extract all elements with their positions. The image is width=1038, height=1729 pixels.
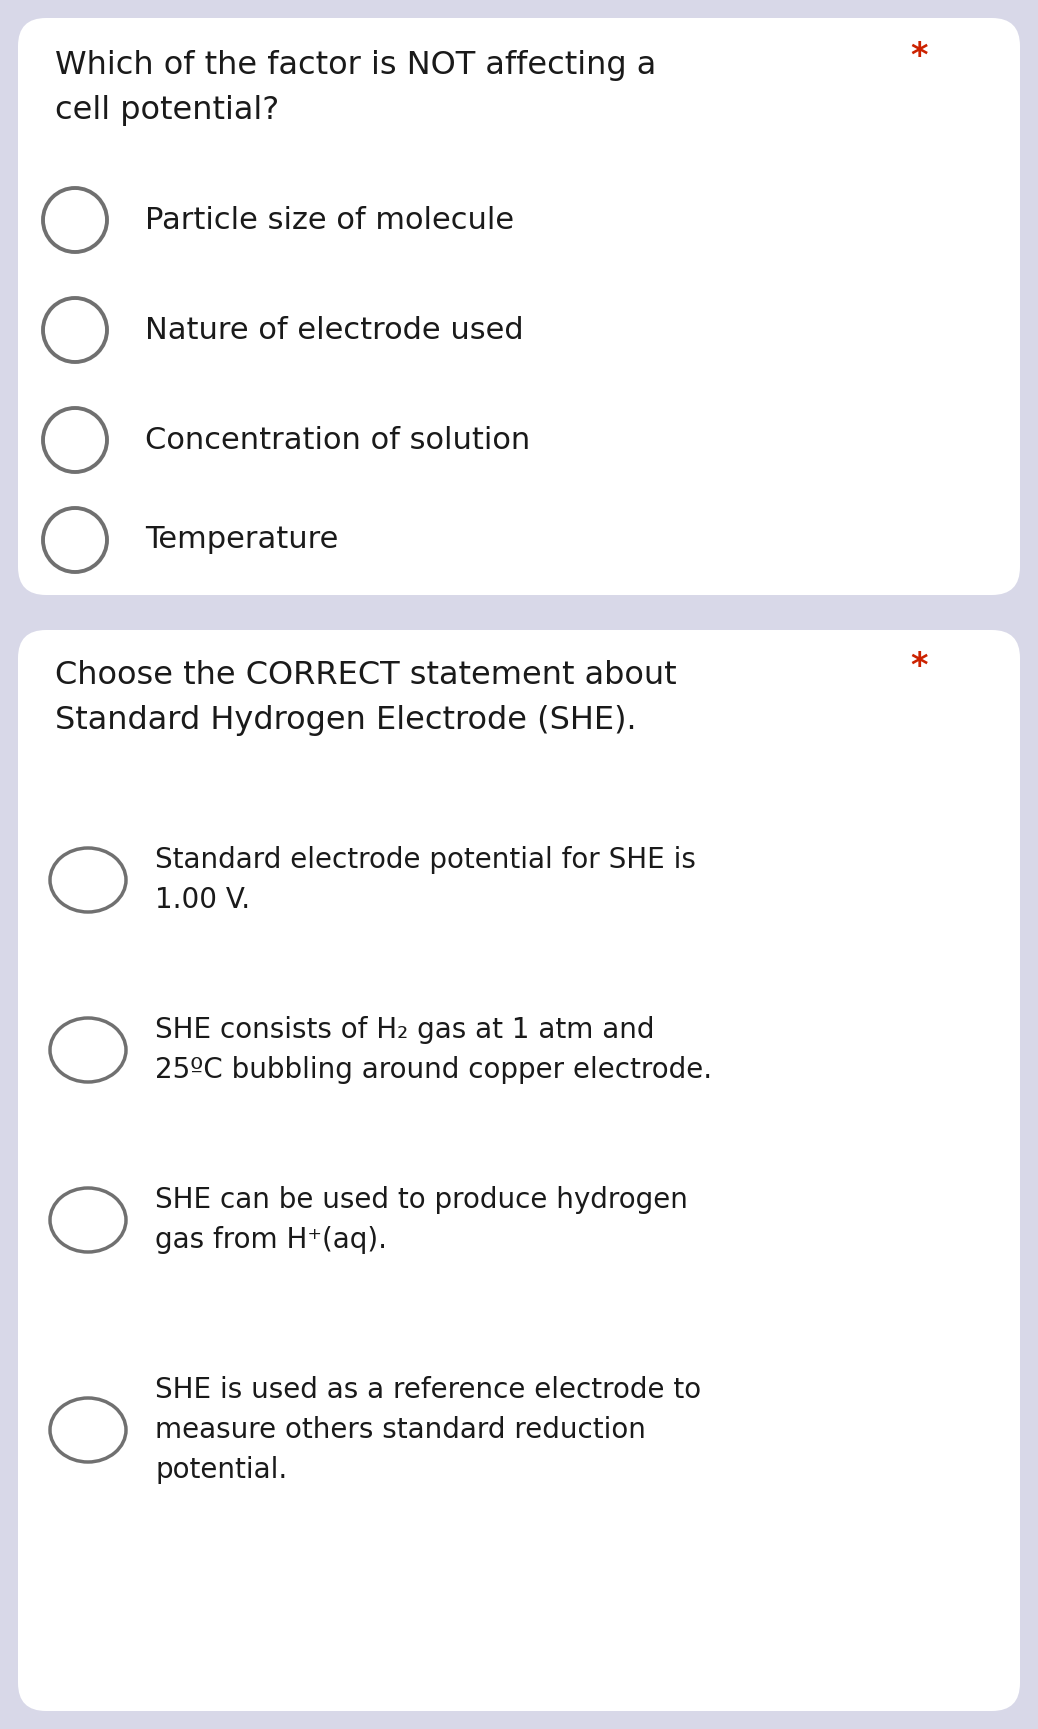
Ellipse shape	[43, 408, 107, 472]
Text: Temperature: Temperature	[145, 526, 338, 555]
FancyBboxPatch shape	[18, 17, 1020, 595]
Text: Concentration of solution: Concentration of solution	[145, 425, 530, 455]
Ellipse shape	[50, 1399, 126, 1463]
Ellipse shape	[43, 508, 107, 572]
Text: SHE consists of H₂ gas at 1 atm and
25ºC bubbling around copper electrode.: SHE consists of H₂ gas at 1 atm and 25ºC…	[155, 1017, 712, 1084]
Text: Particle size of molecule: Particle size of molecule	[145, 206, 514, 235]
Ellipse shape	[50, 1188, 126, 1252]
Text: *: *	[910, 40, 928, 73]
Text: SHE is used as a reference electrode to
measure others standard reduction
potent: SHE is used as a reference electrode to …	[155, 1376, 701, 1483]
Text: Nature of electrode used: Nature of electrode used	[145, 315, 523, 344]
Ellipse shape	[50, 1018, 126, 1082]
Text: SHE can be used to produce hydrogen
gas from H⁺(aq).: SHE can be used to produce hydrogen gas …	[155, 1186, 688, 1254]
Text: Standard electrode potential for SHE is
1.00 V.: Standard electrode potential for SHE is …	[155, 845, 695, 915]
Text: Which of the factor is NOT affecting a
cell potential?: Which of the factor is NOT affecting a c…	[55, 50, 656, 126]
Ellipse shape	[50, 847, 126, 911]
Ellipse shape	[43, 188, 107, 252]
Ellipse shape	[43, 297, 107, 361]
Text: Choose the CORRECT statement about
Standard Hydrogen Electrode (SHE).: Choose the CORRECT statement about Stand…	[55, 660, 677, 737]
FancyBboxPatch shape	[18, 629, 1020, 1712]
Text: *: *	[910, 650, 928, 683]
